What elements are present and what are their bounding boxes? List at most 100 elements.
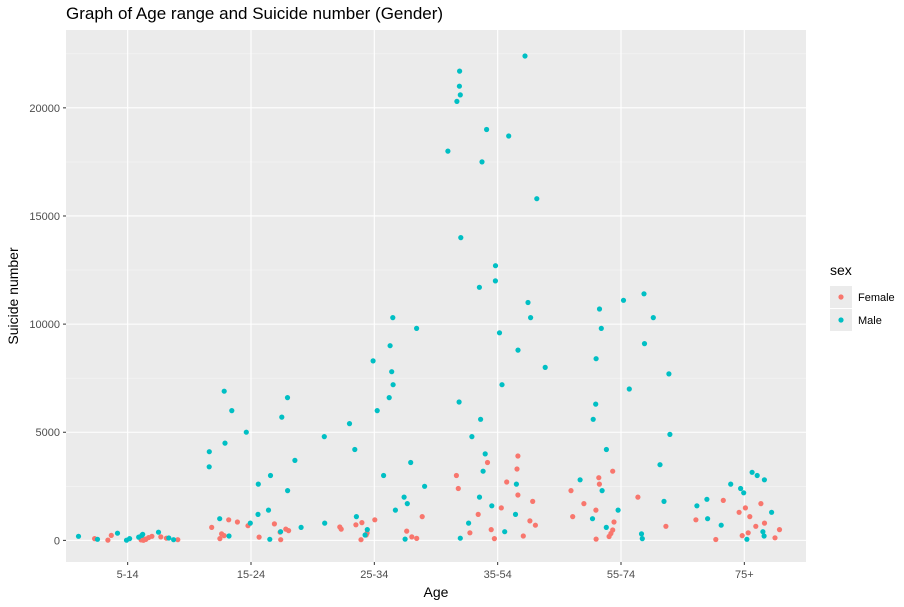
data-point-male	[267, 536, 273, 542]
data-point-male	[484, 126, 490, 133]
data-point-male	[404, 501, 410, 507]
data-point-male	[364, 527, 370, 533]
data-point-female	[226, 517, 232, 523]
x-tick-label: 15-24	[237, 569, 265, 581]
data-point-male	[298, 524, 304, 531]
data-point-male	[267, 472, 274, 479]
data-point-male	[492, 278, 498, 284]
data-point-male	[352, 446, 358, 453]
data-point-female	[514, 466, 520, 472]
data-point-male	[741, 490, 747, 496]
data-point-female	[515, 492, 521, 498]
data-point-male	[392, 507, 398, 513]
data-point-female	[593, 536, 599, 542]
data-point-male	[499, 382, 505, 388]
data-point-female	[520, 533, 526, 539]
data-point-male	[667, 431, 673, 437]
data-point-female	[158, 534, 164, 540]
x-axis-ticks: 5-14 15-24 25-34 35-54 55-74 75+	[117, 562, 754, 581]
data-point-female	[488, 527, 494, 533]
data-point-male	[466, 520, 472, 526]
data-point-female	[772, 535, 778, 541]
data-points	[75, 53, 783, 543]
data-point-male	[489, 503, 495, 509]
data-point-male	[390, 315, 396, 321]
data-point-male	[381, 472, 387, 479]
data-point-male	[590, 416, 596, 422]
y-axis-ticks: 0 5000 10000 15000 20000	[29, 103, 66, 547]
data-point-female	[663, 523, 669, 529]
data-point-male	[292, 457, 298, 463]
data-point-male	[639, 536, 645, 542]
data-point-male	[515, 347, 521, 353]
data-point-female	[256, 534, 262, 540]
x-tick-label: 75+	[735, 569, 754, 581]
data-point-male	[114, 530, 121, 536]
data-point-male	[155, 529, 162, 535]
data-point-male	[718, 522, 724, 528]
data-point-male	[456, 399, 462, 405]
data-point-female	[372, 517, 378, 523]
data-point-male	[469, 434, 475, 440]
data-point-female	[635, 494, 641, 500]
data-point-female	[736, 509, 742, 515]
data-point-male	[206, 464, 212, 470]
y-tick-label: 5000	[36, 427, 60, 439]
data-point-female	[504, 479, 510, 485]
data-point-female	[713, 536, 719, 543]
data-point-male	[542, 364, 548, 370]
data-point-male	[226, 533, 232, 539]
data-point-male	[502, 529, 508, 535]
data-point-male	[221, 388, 227, 394]
data-point-female	[149, 533, 155, 539]
data-point-male	[482, 451, 488, 457]
data-point-female	[776, 527, 783, 533]
x-axis-title: Age	[424, 584, 449, 600]
data-point-female	[414, 535, 420, 542]
data-point-male	[761, 533, 767, 539]
data-point-female	[404, 528, 410, 534]
plot-panel	[66, 30, 806, 562]
data-point-male	[445, 148, 451, 154]
data-point-male	[577, 477, 583, 483]
data-point-male	[598, 325, 604, 331]
data-point-female	[596, 475, 602, 481]
data-point-male	[749, 469, 755, 475]
data-point-male	[705, 516, 711, 522]
data-point-male	[513, 481, 520, 487]
data-point-male	[522, 53, 528, 59]
data-point-female	[515, 453, 521, 459]
y-tick-label: 10000	[29, 319, 60, 331]
data-point-female	[455, 485, 461, 492]
data-point-male	[94, 536, 101, 542]
data-point-male	[769, 509, 775, 515]
data-point-male	[744, 536, 750, 542]
data-point-female	[530, 498, 536, 504]
data-point-male	[247, 520, 253, 526]
data-point-male	[457, 92, 463, 98]
data-point-male	[408, 459, 414, 466]
data-point-female	[467, 530, 473, 536]
data-point-male	[374, 408, 380, 414]
data-point-male	[229, 408, 235, 414]
data-point-female	[742, 505, 749, 511]
data-point-female	[739, 533, 745, 539]
grid-lines	[66, 30, 806, 562]
data-point-male	[661, 498, 667, 504]
data-point-male	[650, 315, 656, 321]
data-point-male	[402, 536, 408, 542]
data-point-female	[337, 524, 343, 530]
data-point-male	[525, 299, 531, 306]
data-point-male	[480, 468, 486, 474]
data-point-male	[243, 429, 249, 435]
data-point-male	[694, 503, 700, 509]
data-point-male	[75, 533, 82, 539]
data-point-male	[265, 507, 272, 513]
data-point-female	[610, 527, 616, 533]
data-point-male	[506, 133, 512, 139]
data-point-male	[492, 263, 499, 269]
data-point-male	[528, 315, 534, 321]
data-point-male	[603, 446, 610, 453]
x-tick-label: 5-14	[117, 569, 139, 581]
